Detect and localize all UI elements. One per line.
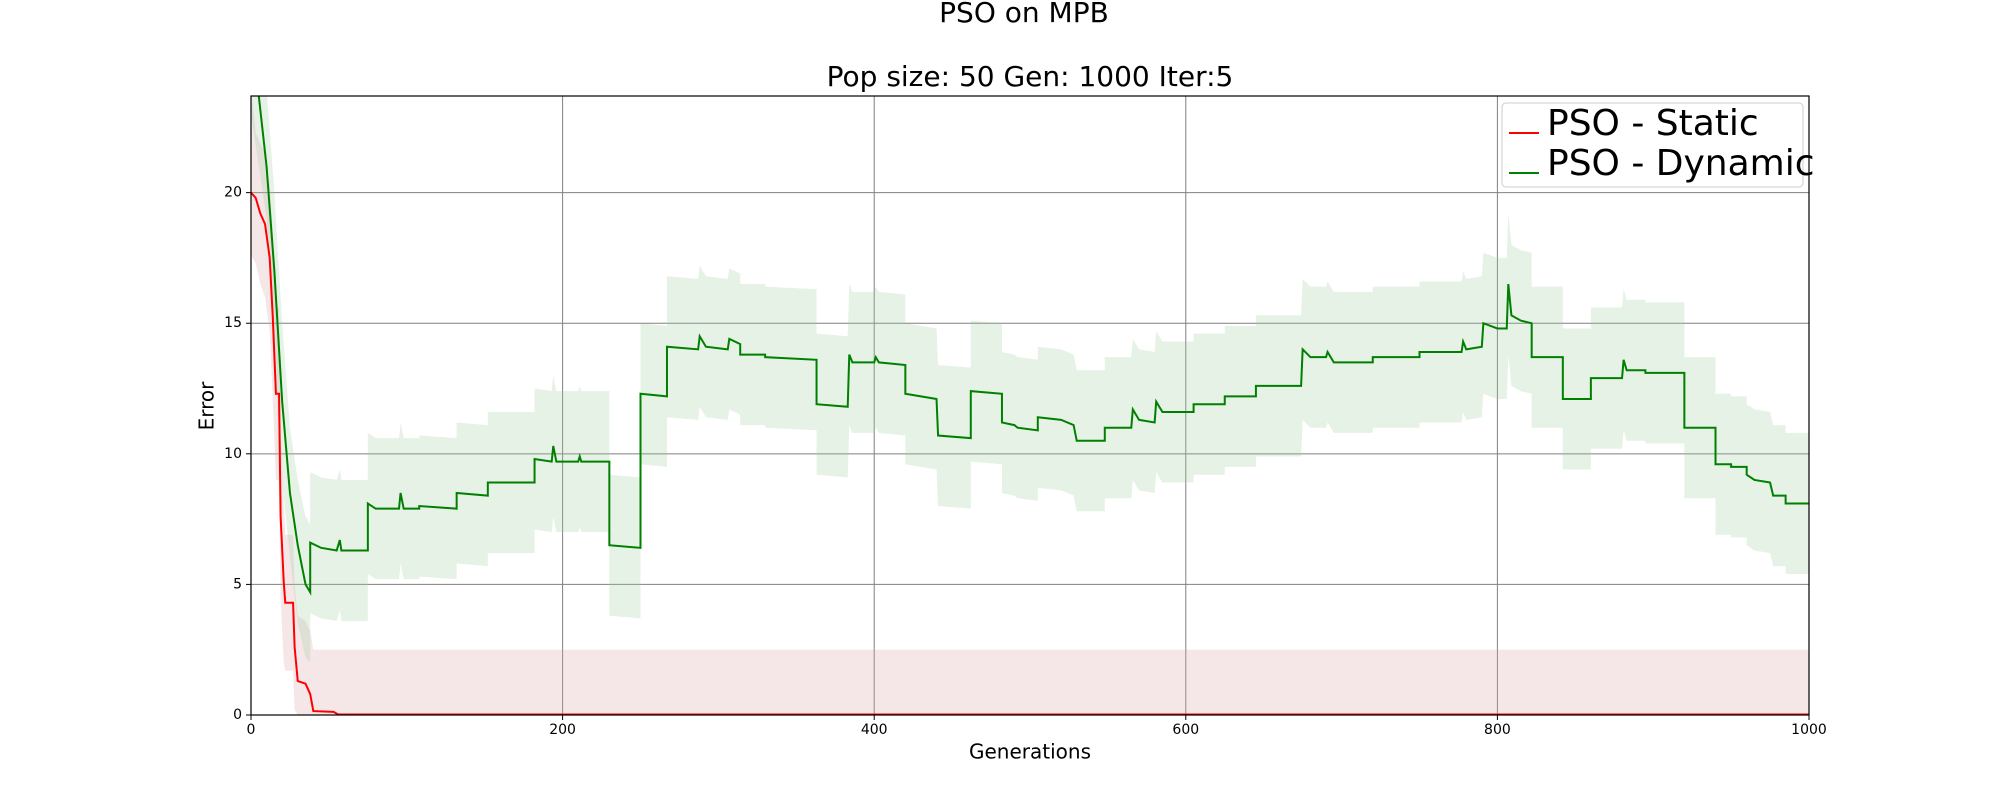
x-tick-label: 200 [549, 722, 576, 738]
y-tick-label: 5 [233, 576, 242, 592]
y-tick-label: 15 [224, 315, 242, 331]
legend-label: PSO - Static [1547, 103, 1759, 144]
x-tick-label: 600 [1172, 722, 1199, 738]
series-line [251, 191, 1809, 715]
chart-title: PSO on MPB [939, 0, 1109, 29]
x-tick-label: 0 [247, 722, 256, 738]
plot-area [251, 96, 1809, 715]
series-line [257, 96, 1809, 596]
y-tick-label: 0 [233, 707, 242, 723]
y-tick-label: 10 [224, 446, 242, 462]
legend-box [1501, 102, 1804, 188]
x-tick-label: 1000 [1791, 722, 1827, 738]
x-tick-label: 400 [861, 722, 888, 738]
legend-label: PSO - Dynamic [1547, 143, 1815, 184]
plot-frame [250, 95, 1810, 716]
x-tick-label: 800 [1484, 722, 1511, 738]
confidence-band [251, 96, 1809, 663]
y-tick-label: 20 [224, 185, 242, 201]
y-axis-label: Error [195, 381, 219, 431]
x-axis-label: Generations [969, 740, 1091, 764]
confidence-band [251, 96, 1809, 715]
chart-subtitle: Pop size: 50 Gen: 1000 Iter:5 [827, 60, 1234, 93]
